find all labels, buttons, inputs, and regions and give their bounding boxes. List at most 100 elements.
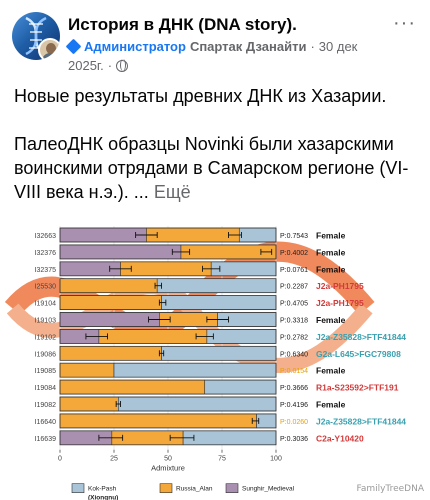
bar-outline — [59, 345, 277, 361]
sample-label: Female — [316, 264, 346, 274]
author-avatar[interactable] — [38, 38, 60, 60]
bar-outline — [59, 329, 277, 344]
post-header: История в ДНК (DNA story). ··· Администр… — [0, 0, 430, 78]
sample-id-label: I19085 — [35, 368, 57, 375]
group-name[interactable]: История в ДНК (DNA story). — [68, 15, 297, 34]
p-value-label: P:0.4196 — [280, 402, 308, 409]
bar-outline — [59, 430, 277, 446]
bar-segment-sunghir — [59, 312, 160, 327]
sample-label: R1a-S23592>FTF191 — [316, 383, 399, 393]
legend-swatch — [71, 483, 85, 494]
see-more-link[interactable]: Ещё — [153, 182, 191, 202]
bar-segment-alan — [59, 346, 162, 361]
bar-segment-kok — [210, 261, 277, 277]
x-tick-label: 75 — [218, 456, 226, 463]
p-value-label: P:0.6340 — [280, 351, 308, 358]
sample-label: Female — [316, 400, 346, 410]
sample-id-label: I19102 — [35, 334, 57, 341]
sample-id-label: I19084 — [35, 385, 57, 392]
bar-segment-alan — [59, 278, 158, 294]
bar-outline — [59, 413, 277, 429]
bar-outline — [59, 312, 277, 327]
sample-id-label: I19104 — [35, 301, 57, 308]
bar-segment-sunghir — [59, 244, 182, 260]
bar-segment-kok — [113, 362, 277, 378]
author-name[interactable]: Спартак Дзанайти — [189, 39, 307, 54]
sample-id-label: I19086 — [35, 351, 57, 358]
p-value-label: P:0.2287 — [280, 284, 308, 291]
p-value-label: P:0.2782 — [280, 334, 308, 341]
legend-label: (Xiongnu) — [88, 495, 118, 500]
bar-segment-kok — [156, 278, 277, 294]
sample-label: J2a-Z35828>FTF41844 — [316, 416, 406, 426]
sample-id-label: I16640 — [35, 419, 57, 426]
legend-swatch — [159, 483, 173, 494]
post-body: Новые результаты древних ДНК из Хазарии.… — [14, 84, 424, 228]
post-image-chart[interactable]: I32663 P:0.7543 Female I32376 P:0.4002 Female… — [0, 220, 430, 500]
bar-segment-alan — [59, 379, 206, 395]
sample-label: Female — [316, 315, 346, 325]
bar-segment-alan — [59, 413, 257, 429]
bar-outline — [59, 396, 277, 412]
p-value-label: P:0.0260 — [280, 419, 308, 426]
post-meta: Администратор Спартак Дзанайти · 30 дек — [65, 38, 358, 55]
admin-badge[interactable]: Администратор — [65, 38, 186, 55]
p-value-label: P:0.4002 — [280, 250, 308, 257]
x-tick-label: 50 — [164, 456, 172, 463]
bar-segment-alan — [146, 227, 240, 243]
p-value-label: P:0.7543 — [280, 233, 308, 240]
bar-outline — [59, 278, 277, 294]
watermark: FamilyTreeDNA — [356, 484, 424, 494]
admin-diamond-icon — [65, 38, 82, 55]
bar-outline — [59, 227, 277, 243]
admin-label: Администратор — [84, 39, 186, 54]
bar-segment-alan — [59, 295, 162, 310]
meta-separator-2: · — [107, 58, 113, 73]
bar-segment-kok — [161, 295, 277, 310]
x-tick-label: 100 — [270, 456, 282, 463]
sample-id-label: I32375 — [35, 267, 57, 274]
legend-swatch — [225, 483, 239, 494]
p-value-label: P:0.3666 — [280, 385, 308, 392]
sample-label: C2a-Y10420 — [316, 433, 364, 443]
bar-outline — [59, 362, 277, 378]
sample-id-label: I25530 — [35, 284, 57, 291]
p-value-label: P:0.4705 — [280, 301, 308, 308]
public-globe-icon — [116, 59, 129, 72]
sample-label: J2a-PH1795 — [316, 281, 364, 291]
bar-outline — [59, 261, 277, 277]
bar-segment-alan — [120, 261, 212, 277]
sample-id-label: I19103 — [35, 318, 57, 325]
sample-id-label: I32376 — [35, 250, 57, 257]
bar-outline — [59, 295, 277, 310]
bar-segment-kok — [182, 430, 277, 446]
bar-segment-kok — [256, 413, 277, 429]
sample-label: G2a-L645>FGC79808 — [316, 349, 401, 359]
sample-label: Female — [316, 366, 346, 376]
sample-id-label: I16639 — [35, 436, 57, 443]
bar-segment-kok — [161, 346, 277, 361]
group-avatar[interactable] — [12, 12, 60, 60]
bar-segment-alan — [59, 396, 119, 412]
post-date-year[interactable]: 2025г. — [68, 58, 104, 73]
bar-segment-kok — [206, 329, 277, 344]
bar-segment-sunghir — [59, 227, 147, 243]
x-tick-label: 0 — [58, 456, 62, 463]
legend-label: Kok-Pash — [88, 486, 117, 493]
x-axis-label: Admixture — [151, 464, 185, 473]
sample-label: J2a-Z35828>FTF41844 — [316, 332, 406, 342]
more-options-icon[interactable]: ··· — [393, 12, 416, 34]
p-value-label: P:0.0761 — [280, 267, 308, 274]
sample-label: J2a-PH1795 — [316, 298, 364, 308]
post-meta-line2: 2025г. · — [68, 58, 129, 73]
p-value-label: P:0.3036 — [280, 436, 308, 443]
post-paragraph-2: ПалеоДНК образцы Novinki были хазарскими… — [14, 132, 424, 204]
legend-label: Sunghir_Medieval — [242, 486, 295, 493]
post-date-day[interactable]: 30 дек — [318, 39, 358, 54]
sample-label: Female — [316, 247, 346, 257]
bar-outline — [59, 244, 277, 260]
bar-outline — [59, 379, 277, 395]
legend-label: Russia_Alan — [176, 486, 213, 493]
p-value-label: P:0.3318 — [280, 318, 308, 325]
sample-id-label: I32663 — [35, 233, 57, 240]
